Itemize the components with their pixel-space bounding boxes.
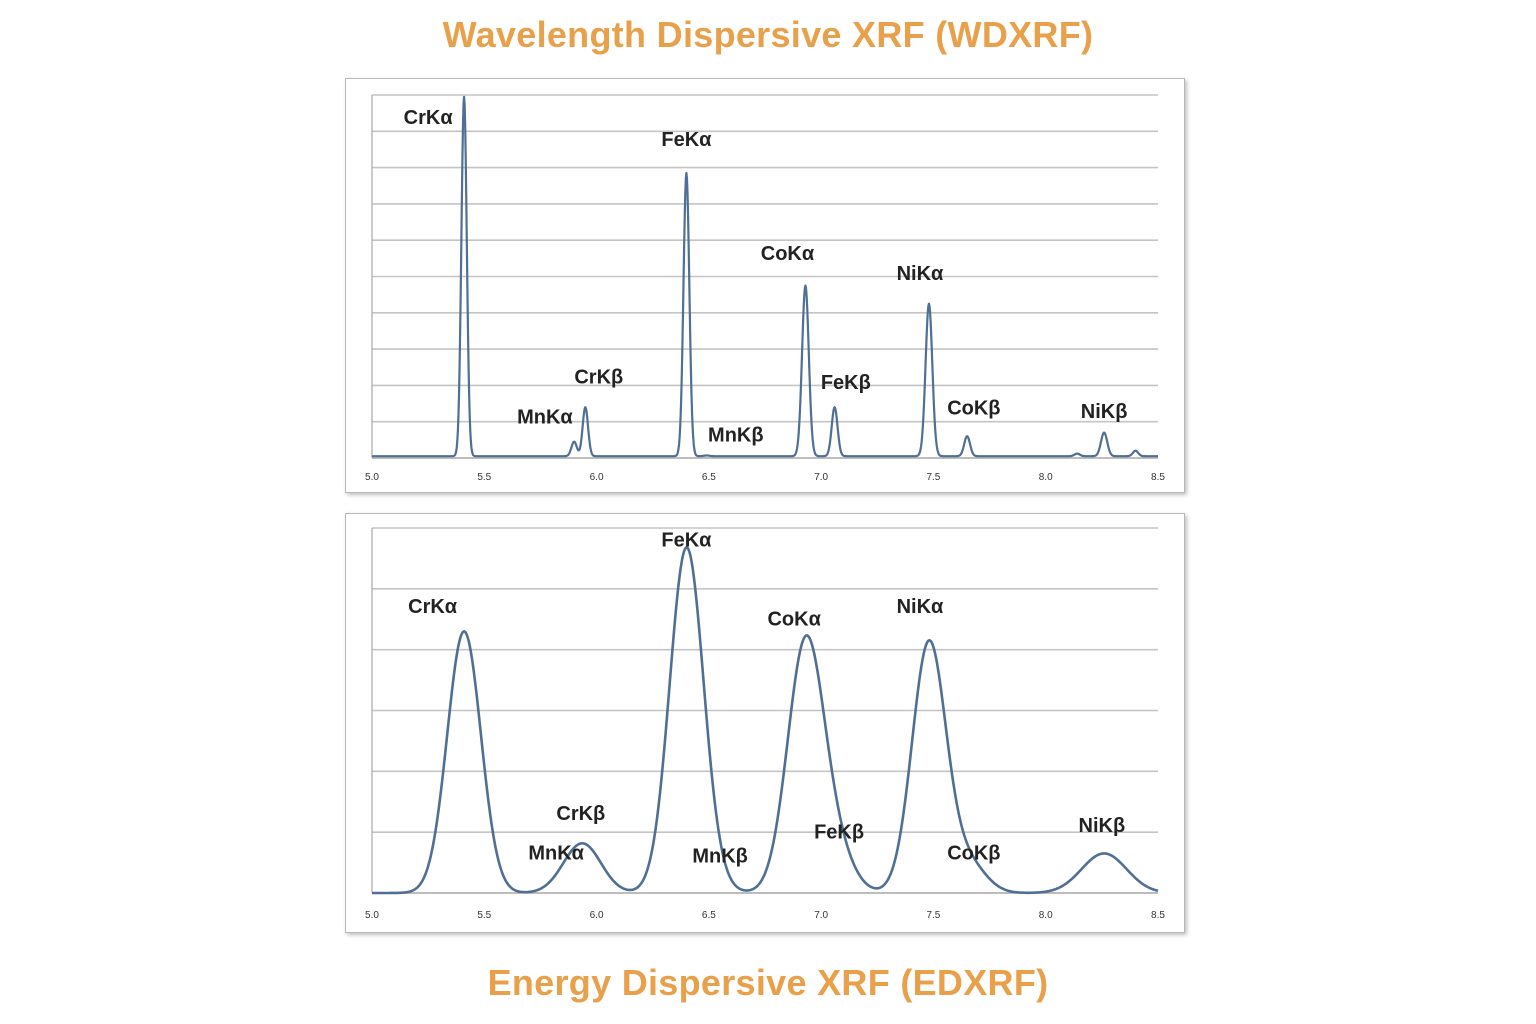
peak-label: FeKα <box>661 529 712 551</box>
peak-label: FeKβ <box>821 372 871 394</box>
gridlines <box>372 94 1158 459</box>
peak-label: CoKα <box>761 243 815 265</box>
x-tick-label: 7.0 <box>814 472 828 483</box>
x-tick-label: 6.5 <box>702 910 716 921</box>
wdxrf-chart-panel: 5.0 5.5 6.0 6.5 7.0 7.5 8.0 8.5 CrKα MnKα CrKβ FeKα… <box>345 78 1185 493</box>
peak-label: NiKα <box>897 263 944 285</box>
peak-label: CrKβ <box>556 803 605 825</box>
gridlines <box>372 527 1158 894</box>
spectrum-line <box>371 95 1159 458</box>
peak-label: NiKβ <box>1079 815 1126 837</box>
spectrum-line <box>371 546 1159 895</box>
peak-label: CrKα <box>408 596 458 618</box>
peak-label: FeKβ <box>814 821 864 843</box>
edxrf-chart-svg: 5.0 5.5 6.0 6.5 7.0 7.5 8.0 8.5 CrKα MnKα CrKβ FeKα… <box>365 527 1165 921</box>
x-tick-label: 6.0 <box>590 910 604 921</box>
peak-label: MnKα <box>517 407 573 429</box>
x-tick-label: 6.0 <box>590 472 604 483</box>
x-tick-label: 8.0 <box>1039 472 1053 483</box>
chart-title-wdxrf: Wavelength Dispersive XRF (WDXRF) <box>442 14 1094 55</box>
x-tick-label: 7.0 <box>814 910 828 921</box>
x-tick-label: 7.5 <box>926 910 940 921</box>
x-tick-label: 5.5 <box>477 910 491 921</box>
peak-label: CoKβ <box>947 843 1000 865</box>
x-tick-label: 5.0 <box>365 910 379 921</box>
peak-label: MnKβ <box>692 846 748 868</box>
peak-label: MnKα <box>528 843 584 865</box>
x-tick-label: 6.5 <box>702 472 716 483</box>
peak-label: MnKβ <box>708 425 764 447</box>
peak-label: CrKβ <box>574 367 623 389</box>
edxrf-chart-panel: 5.0 5.5 6.0 6.5 7.0 7.5 8.0 8.5 CrKα MnKα CrKβ FeKα… <box>345 513 1185 933</box>
x-tick-label: 5.5 <box>477 472 491 483</box>
peak-label: NiKα <box>897 596 944 618</box>
peak-label: FeKα <box>661 129 712 151</box>
peak-label: CoKα <box>767 608 821 630</box>
x-tick-label: 8.0 <box>1039 910 1053 921</box>
peak-label: CrKα <box>404 107 454 129</box>
x-tick-label: 8.5 <box>1151 910 1165 921</box>
chart-title-edxrf: Energy Dispersive XRF (EDXRF) <box>487 962 1049 1003</box>
peak-label: NiKβ <box>1081 401 1128 423</box>
x-tick-label: 7.5 <box>926 472 940 483</box>
x-tick-label: 5.0 <box>365 472 379 483</box>
peak-label: CoKβ <box>947 397 1000 419</box>
x-tick-label: 8.5 <box>1151 472 1165 483</box>
